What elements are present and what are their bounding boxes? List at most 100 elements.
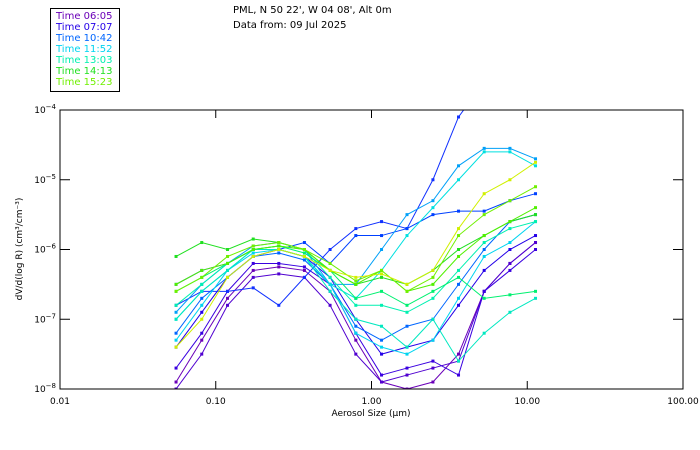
data-point [226,296,230,300]
data-point [405,282,409,286]
data-point [200,241,204,245]
data-point [380,234,384,238]
data-point [328,268,332,272]
data-point [431,296,435,300]
data-point [380,248,384,251]
data-point [174,303,178,307]
data-point [508,150,512,154]
data-point [508,310,512,314]
data-point [354,279,358,283]
data-point [405,366,409,370]
data-point [200,296,204,300]
data-point [277,241,281,245]
series-line [175,242,536,389]
x-tick-label: 100.00 [667,397,699,407]
data-point [251,237,255,241]
data-point [354,296,358,300]
data-point [174,310,178,314]
data-point [277,272,281,276]
data-point [457,234,461,238]
x-tick-label: 0.01 [50,397,70,407]
data-point [200,331,204,335]
data-point [534,206,538,210]
data-point [534,213,538,217]
data-point [200,282,204,286]
data-point [174,331,178,335]
data-point [457,164,461,168]
data-point [483,81,486,84]
data-point [405,289,409,293]
data-point [482,331,486,335]
data-point [457,373,461,377]
data-point [354,352,358,356]
data-point [354,282,358,286]
data-point [380,352,384,356]
data-point [457,209,461,213]
data-point [174,289,178,293]
data-point [405,352,409,356]
data-point [354,234,358,238]
data-point [302,258,306,262]
data-point [200,289,204,293]
data-point [457,248,461,251]
data-point [251,268,255,272]
y-tick-label: 10−4 [34,103,56,116]
data-point [431,282,435,286]
data-point [226,289,230,293]
data-point [174,254,178,258]
data-point [482,209,486,213]
legend-entry: Time 10:42 [56,33,113,44]
data-point [508,74,511,77]
legend-entry: Time 13:03 [56,55,113,66]
data-point [457,352,461,356]
data-point [534,234,538,238]
data-point [534,289,538,293]
series-line [175,193,536,285]
data-point [302,241,306,245]
data-point [457,296,461,300]
data-point [508,248,512,251]
data-point [508,178,512,182]
data-point [405,387,409,389]
data-point [380,289,384,293]
data-point [405,324,409,328]
data-point [431,275,435,279]
data-point [380,373,384,377]
y-tick-label: 10−6 [34,243,56,256]
data-point [405,310,409,314]
data-point [431,338,435,342]
data-point [534,74,537,77]
data-point [482,234,486,238]
data-point [251,251,255,255]
data-point [174,338,178,342]
series-unlabeled [174,160,538,349]
series-line [175,242,536,389]
data-point [380,272,384,276]
data-point [354,331,358,335]
data-point [380,275,384,279]
data-point [174,345,178,349]
data-point [174,317,178,321]
data-point [534,220,538,224]
data-point [457,178,461,182]
data-point [277,261,281,265]
data-point [508,261,512,265]
data-point [482,254,486,258]
data-point [251,244,255,248]
data-point [354,338,358,342]
data-point [405,373,409,377]
data-point [328,248,332,251]
data-point [405,234,409,238]
series-unlabeled [174,74,537,307]
data-point [457,115,461,119]
data-point [302,275,306,279]
data-point [457,268,461,272]
data-point [200,352,204,356]
data-point [328,275,332,279]
data-point [200,303,204,307]
data-point [482,268,486,272]
data-point [226,254,230,258]
data-point [174,366,178,370]
legend-entry: Time 06:05 [56,11,113,22]
